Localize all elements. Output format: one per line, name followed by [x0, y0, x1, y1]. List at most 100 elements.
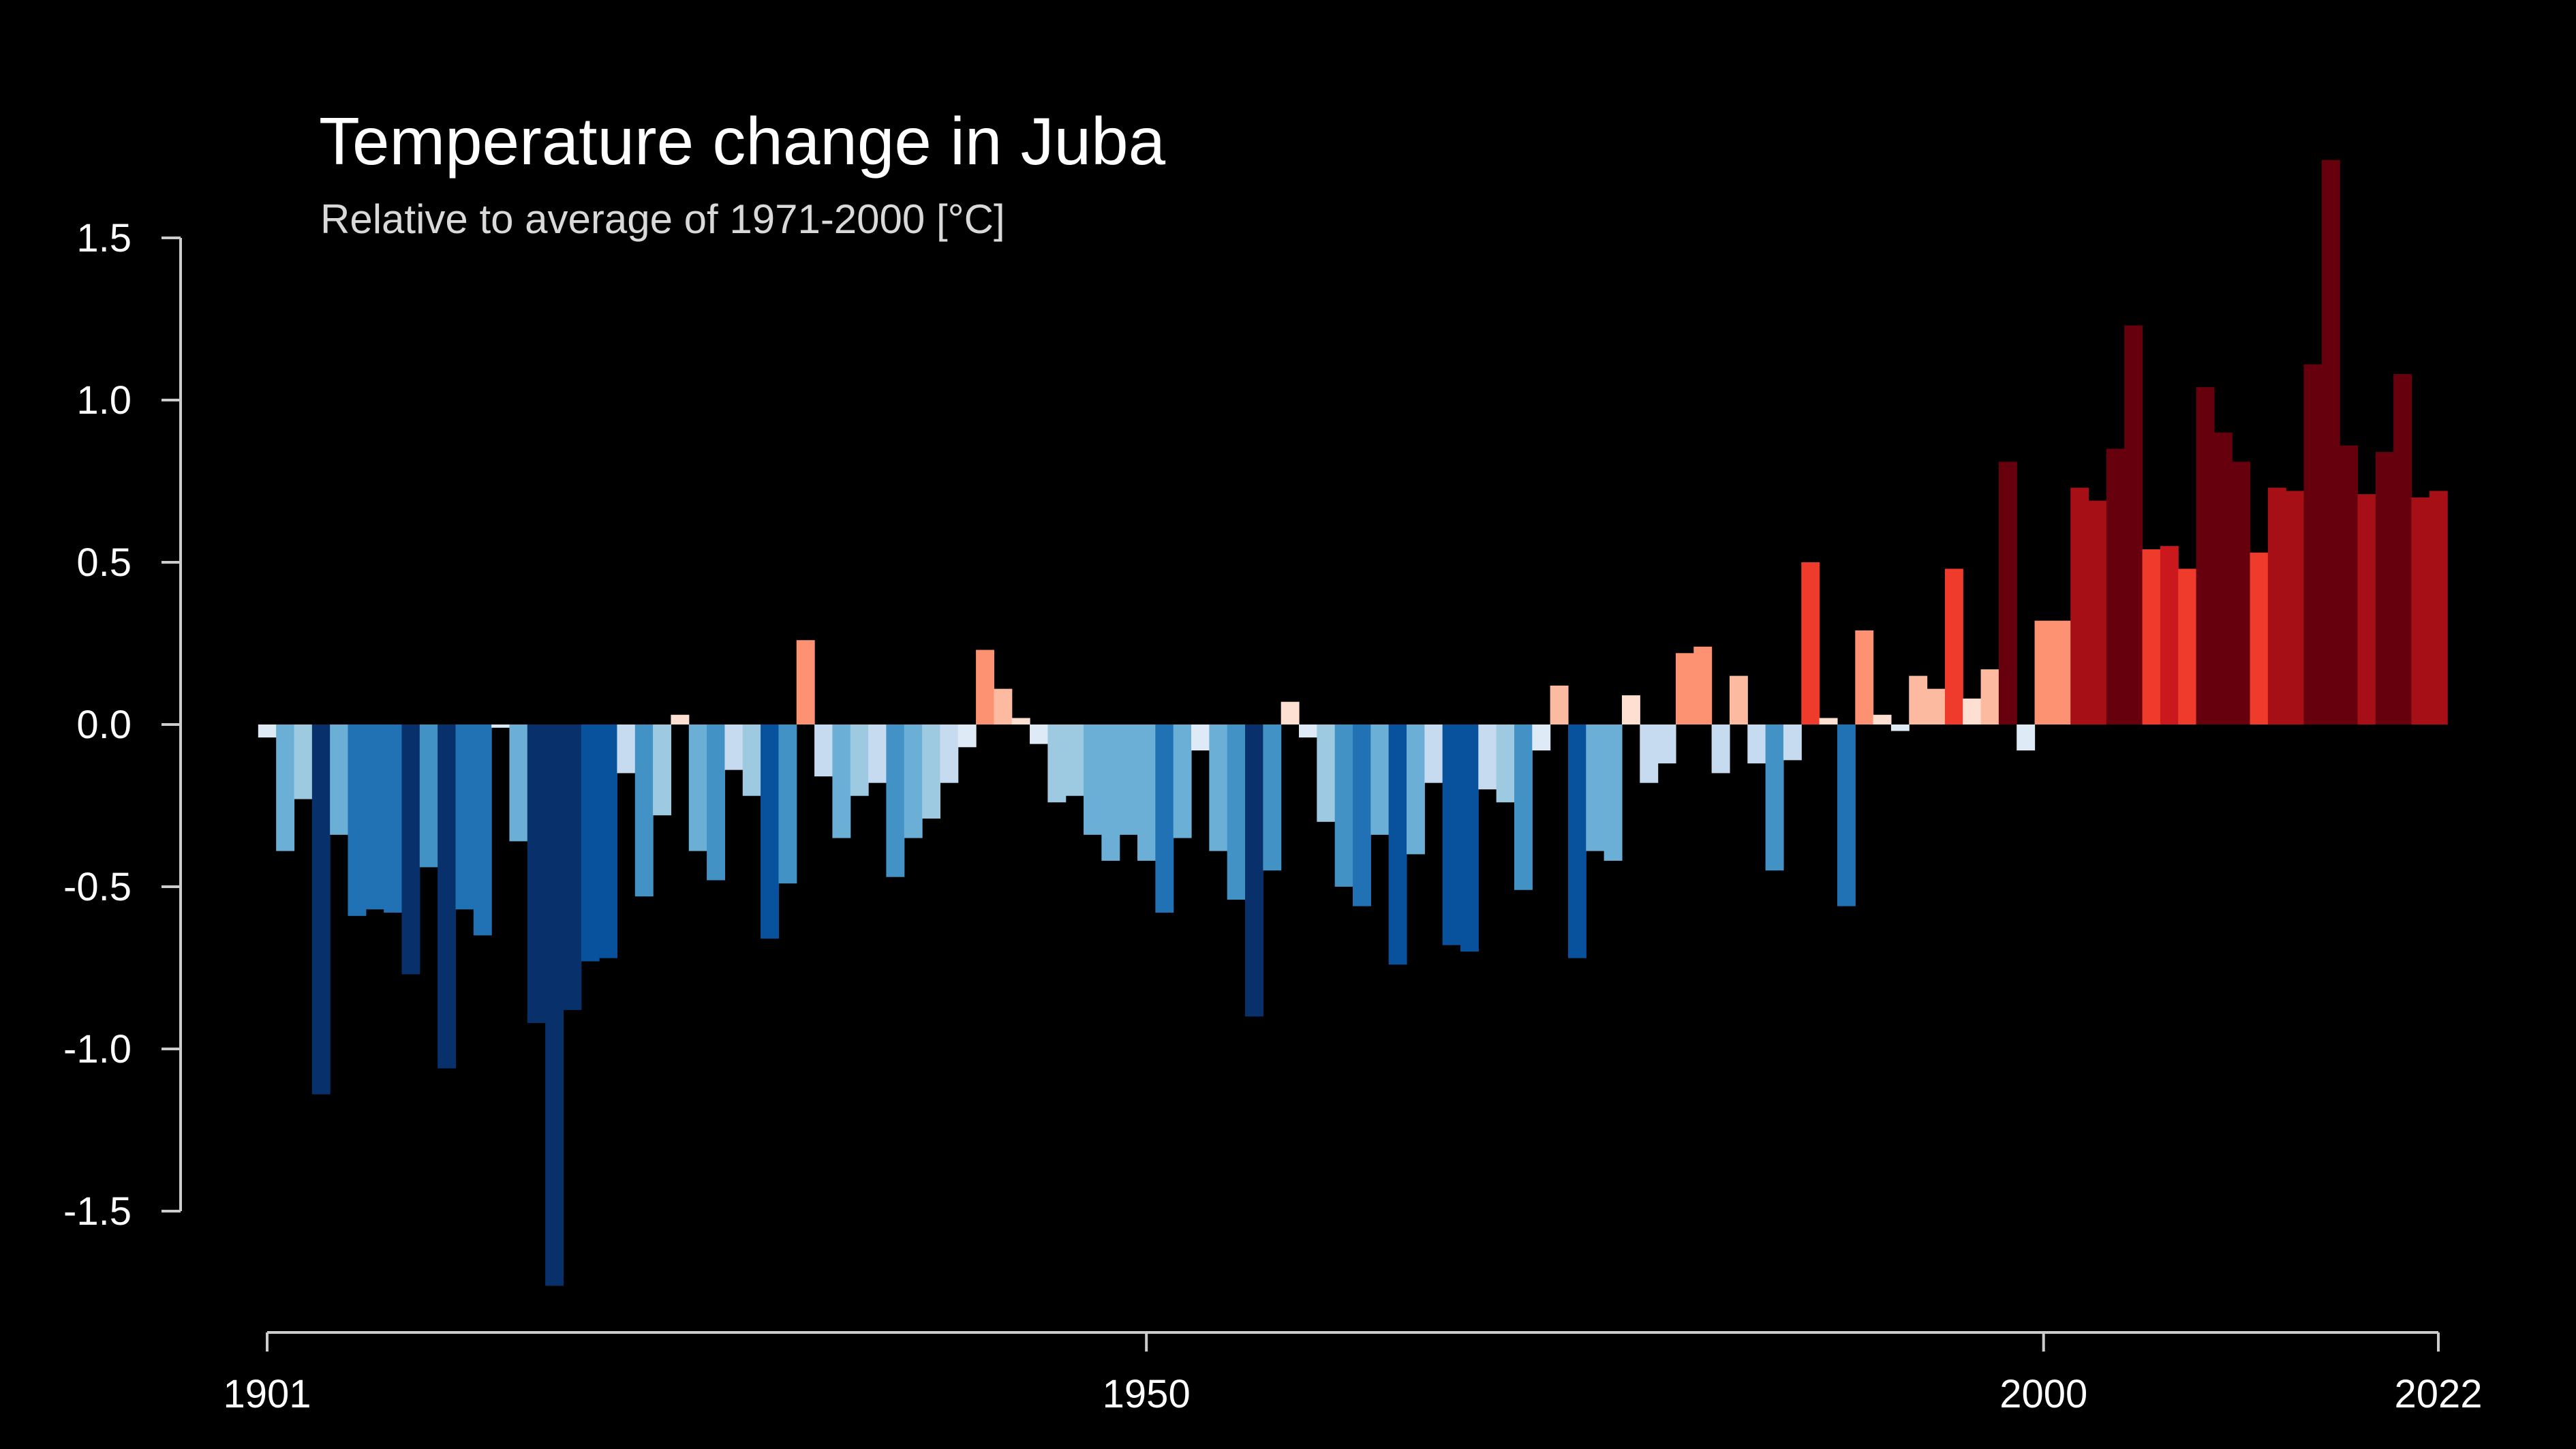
bar-1954	[1209, 724, 1228, 851]
bar-1959	[1299, 724, 1317, 738]
bar-1931	[796, 640, 815, 724]
bar-1920	[599, 724, 618, 958]
bar-1956	[1245, 724, 1263, 1017]
bar-2021	[2411, 497, 2430, 724]
bar-1904	[311, 724, 331, 1095]
bar-1917	[545, 724, 564, 1286]
x-tick-label: 2000	[1999, 1372, 2087, 1416]
bar-1991	[1873, 714, 1892, 724]
bar-1981	[1693, 646, 1713, 724]
bar-1964	[1388, 724, 1407, 965]
bar-1940	[957, 724, 977, 748]
bar-2016	[2321, 159, 2340, 724]
bar-1938	[922, 724, 940, 819]
bar-1910	[419, 724, 438, 868]
bar-1907	[365, 724, 384, 910]
bar-1934	[850, 724, 869, 796]
y-tick-label: 0.5	[76, 540, 132, 585]
bar-1958	[1281, 701, 1300, 724]
bar-1926	[707, 724, 726, 881]
bar-1965	[1406, 724, 1425, 855]
bar-1944	[1030, 724, 1048, 744]
bar-1971	[1514, 724, 1533, 890]
bar-1961	[1334, 724, 1353, 887]
bar-1935	[868, 724, 887, 783]
bar-2020	[2393, 373, 2412, 724]
bar-2022	[2429, 491, 2448, 724]
bar-2001	[2052, 620, 2071, 724]
bar-1968	[1460, 724, 1479, 952]
bar-1952	[1173, 724, 1192, 838]
y-axis: 1.5 1.0 0.5 0.0 -0.5 -1.0 -1.5	[63, 216, 182, 1234]
bar-1923	[653, 724, 672, 816]
bar-1902	[276, 724, 295, 851]
bar-1976	[1604, 724, 1623, 861]
bar-2009	[2196, 386, 2215, 724]
bar-1985	[1765, 724, 1784, 871]
bar-1908	[384, 724, 403, 913]
bar-1912	[455, 724, 474, 910]
bar-1915	[509, 724, 528, 842]
bar-1999	[2017, 724, 2036, 751]
bars-group	[258, 159, 2448, 1286]
bar-1992	[1890, 724, 1910, 731]
bar-1905	[330, 724, 349, 835]
bar-2004	[2106, 448, 2125, 724]
bar-1977	[1621, 695, 1640, 724]
bar-1909	[401, 724, 420, 975]
bar-1955	[1227, 724, 1246, 900]
bar-1963	[1370, 724, 1390, 835]
x-axis: 1901 1950 2000 2022	[223, 1331, 2483, 1416]
bar-2008	[2178, 568, 2197, 724]
bar-1936	[886, 724, 905, 877]
bar-2006	[2142, 549, 2161, 724]
bar-1982	[1711, 724, 1730, 774]
bar-1975	[1586, 724, 1605, 851]
bar-1962	[1353, 724, 1371, 906]
x-tick-label: 1901	[223, 1372, 311, 1416]
bar-1906	[348, 724, 367, 916]
bar-2010	[2213, 432, 2233, 724]
bar-2002	[2070, 487, 2089, 724]
bar-1957	[1263, 724, 1282, 871]
chart-title: Temperature change in Juba	[319, 104, 1166, 179]
bar-1966	[1424, 724, 1443, 783]
y-tick-label: -1.0	[63, 1027, 132, 1071]
bar-1949	[1119, 724, 1138, 835]
x-tick-label: 2022	[2394, 1372, 2482, 1416]
bar-1932	[814, 724, 833, 777]
bar-1988	[1819, 718, 1838, 724]
y-tick-label: -0.5	[63, 865, 132, 909]
bar-1983	[1729, 675, 1748, 724]
bar-1903	[294, 724, 313, 799]
bar-1979	[1657, 724, 1676, 764]
x-tick-label: 1950	[1103, 1372, 1191, 1416]
bar-1914	[491, 724, 510, 728]
bar-1950	[1137, 724, 1156, 861]
bar-1918	[563, 724, 582, 1010]
bar-1986	[1783, 724, 1802, 761]
bar-2013	[2267, 487, 2286, 724]
bar-1995	[1944, 568, 1963, 724]
bar-1930	[778, 724, 797, 884]
bar-2018	[2357, 494, 2376, 724]
bar-1951	[1155, 724, 1174, 913]
y-tick-label: 1.0	[76, 378, 132, 423]
bar-2005	[2124, 325, 2143, 724]
bar-1994	[1927, 688, 1946, 724]
bar-1989	[1837, 724, 1856, 906]
bar-2003	[2088, 500, 2107, 724]
bar-1925	[688, 724, 707, 851]
bar-1947	[1084, 724, 1102, 835]
bar-1928	[742, 724, 761, 796]
bar-1929	[761, 724, 780, 939]
bar-1974	[1567, 724, 1586, 958]
bar-1921	[617, 724, 636, 774]
bar-1941	[976, 650, 994, 724]
bar-1960	[1317, 724, 1336, 822]
bar-1967	[1442, 724, 1461, 945]
bar-1922	[634, 724, 654, 897]
bar-1927	[724, 724, 743, 770]
bar-2014	[2286, 491, 2305, 724]
bar-1972	[1532, 724, 1551, 751]
